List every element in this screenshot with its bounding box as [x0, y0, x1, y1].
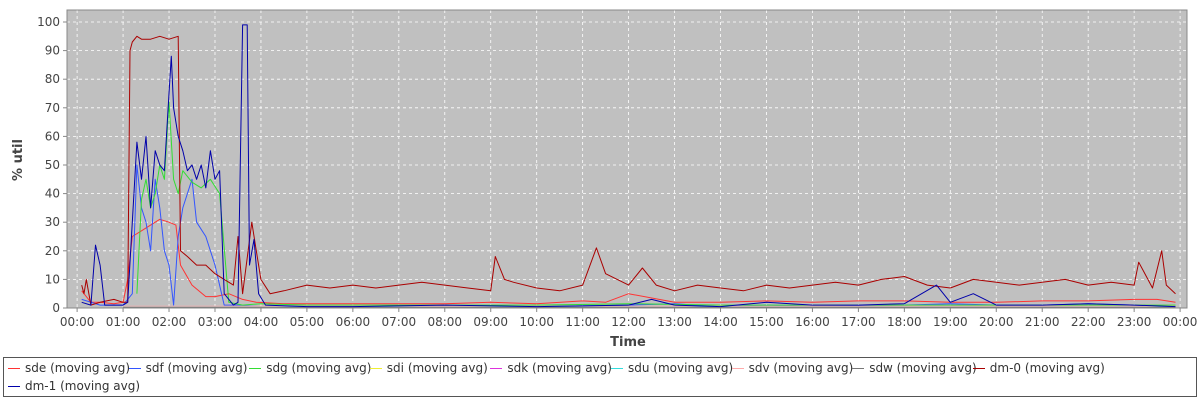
y-tick-label: 60	[45, 129, 60, 143]
x-tick-label: 02:00	[152, 315, 187, 329]
series-line-sde	[81, 218, 1176, 305]
y-tick-label: 90	[45, 44, 60, 58]
x-tick-label: 18:00	[887, 315, 922, 329]
legend-swatch	[8, 385, 20, 387]
legend-item-sdv: sdv (moving avg)	[731, 360, 854, 376]
legend-label: sdg (moving avg)	[266, 361, 372, 375]
x-tick-label: 21:00	[1025, 315, 1060, 329]
legend-label: sdw (moving avg)	[869, 361, 977, 375]
y-tick-label: 100	[37, 15, 60, 29]
y-tick-label: 10	[45, 272, 60, 286]
legend-label: sdu (moving avg)	[628, 361, 734, 375]
y-tick-label: 0	[52, 301, 60, 315]
x-tick-label: 00:00	[60, 315, 95, 329]
x-tick-label: 07:00	[382, 315, 417, 329]
legend-item-sde: sde (moving avg)	[8, 360, 130, 376]
grid-layer	[67, 10, 1187, 309]
x-tick-label: 09:00	[473, 315, 508, 329]
legend-swatch	[128, 367, 141, 369]
plot-background	[67, 10, 1187, 308]
chart-svg: 0 10 20 30 40 50 60 70 80 90 100 00:00 01:00 02:00 03:…	[11, 9, 1198, 350]
x-tick-label: 16:00	[795, 315, 830, 329]
x-axis-title: Time	[610, 335, 646, 350]
x-tick-label: 19:00	[933, 315, 968, 329]
y-tick-label: 20	[45, 244, 60, 258]
chart-legend: sde (moving avg) sdf (moving avg) sdg (mov…	[3, 357, 1197, 397]
legend-item-sdw: sdw (moving avg)	[852, 360, 977, 376]
legend-label: sdv (moving avg)	[748, 361, 854, 375]
x-tick-label: 22:00	[1071, 315, 1106, 329]
plot-border	[66, 9, 1188, 309]
y-axis-title: % util	[11, 139, 26, 181]
x-tick-label: 14:00	[703, 315, 738, 329]
series-line-dm-0	[81, 35, 1176, 306]
legend-item-sdg: sdg (moving avg)	[249, 360, 371, 376]
legend-swatch	[249, 367, 262, 369]
legend-label: sdi (moving avg)	[386, 361, 488, 375]
legend-item-sdk: sdk (moving avg)	[490, 360, 612, 376]
x-tick-label: 01:00	[106, 315, 141, 329]
x-tick-label: 17:00	[841, 315, 876, 329]
axis-layer: 0 10 20 30 40 50 60 70 80 90 100 00:00 01:00 02:00 03:…	[37, 9, 1198, 329]
x-tick-label: 04:00	[244, 315, 279, 329]
legend-swatch	[972, 367, 985, 369]
y-tick-label: 30	[45, 215, 60, 229]
x-tick-label: 12:00	[611, 315, 646, 329]
y-tick-label: 40	[45, 187, 60, 201]
x-tick-label: 23:00	[1117, 315, 1152, 329]
legend-swatch	[611, 367, 623, 369]
x-tick-label: 00:00	[1163, 315, 1198, 329]
legend-item-sdf: sdf (moving avg)	[128, 360, 248, 376]
x-tick-label: 05:00	[290, 315, 325, 329]
legend-item-dm-1: dm-1 (moving avg)	[8, 378, 140, 394]
series-line-sdg	[136, 101, 1176, 306]
legend-item-sdu: sdu (moving avg)	[611, 360, 733, 376]
legend-swatch	[731, 367, 744, 369]
y-tick-label: 50	[45, 158, 60, 172]
legend-label: sdf (moving avg)	[145, 361, 248, 375]
legend-label: sdk (moving avg)	[507, 361, 612, 375]
series-line-dm-1	[81, 24, 1176, 308]
x-tick-label: 10:00	[519, 315, 554, 329]
legend-label: sde (moving avg)	[25, 361, 131, 375]
x-tick-label: 11:00	[565, 315, 600, 329]
x-tick-label: 03:00	[198, 315, 233, 329]
x-tick-label: 20:00	[979, 315, 1014, 329]
x-tick-label: 13:00	[657, 315, 692, 329]
legend-swatch	[490, 367, 503, 369]
legend-swatch	[369, 367, 382, 369]
x-tick-label: 08:00	[427, 315, 462, 329]
y-tick-label: 80	[45, 72, 60, 86]
legend-item-dm-0: dm-0 (moving avg)	[972, 360, 1105, 376]
legend-item-sdi: sdi (moving avg)	[369, 360, 488, 376]
y-tick-label: 70	[45, 101, 60, 115]
legend-swatch	[8, 367, 20, 369]
legend-label: dm-1 (moving avg)	[25, 379, 141, 393]
legend-swatch	[852, 367, 865, 369]
x-tick-label: 15:00	[749, 315, 784, 329]
x-tick-label: 06:00	[336, 315, 371, 329]
legend-label: dm-0 (moving avg)	[989, 361, 1105, 375]
series-layer	[81, 24, 1176, 308]
